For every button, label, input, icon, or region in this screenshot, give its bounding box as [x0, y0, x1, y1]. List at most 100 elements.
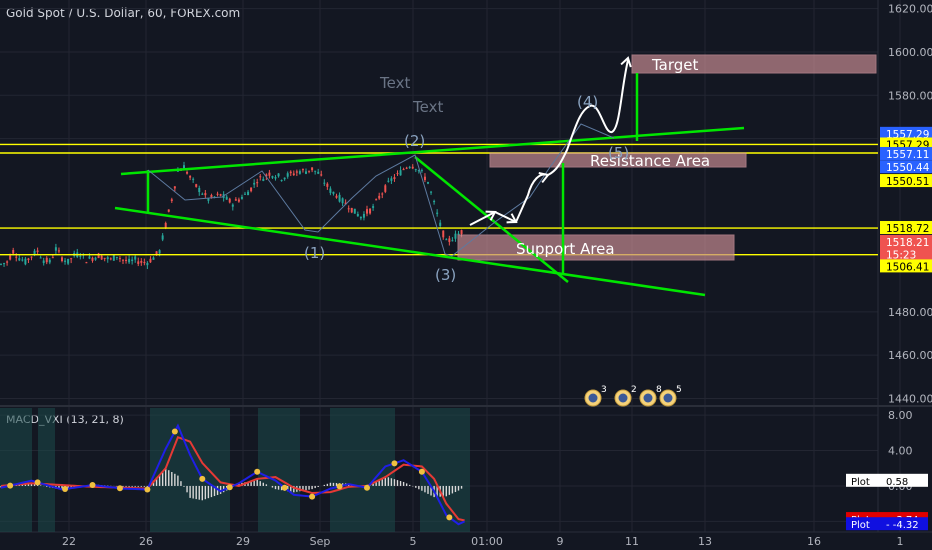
event-count: 8 — [656, 385, 662, 395]
candle-body — [454, 233, 457, 239]
candle-body — [295, 171, 298, 173]
candle-body — [112, 255, 115, 261]
candle-body — [436, 212, 439, 214]
candle-body — [48, 259, 51, 263]
macd-marker — [336, 483, 343, 490]
price-label-box — [880, 234, 932, 248]
macd-marker — [391, 460, 398, 467]
time-tick: 9 — [557, 535, 564, 548]
macd-line — [0, 423, 466, 526]
forecast-arrow — [469, 59, 629, 226]
candle-body — [271, 176, 274, 178]
candle-body — [323, 182, 326, 184]
candle-body — [27, 258, 30, 260]
price-label-box — [880, 247, 932, 261]
macd-shade — [0, 408, 32, 532]
resistance-zone — [489, 152, 747, 168]
candle-body — [378, 195, 381, 199]
candle-body — [170, 199, 173, 201]
indicator-label: MACD_VXI (13, 21, 8) — [6, 413, 124, 426]
macd-marker — [62, 486, 69, 493]
candle-body — [320, 174, 323, 176]
macd-marker — [309, 493, 316, 500]
candle-body — [61, 257, 63, 262]
candle-body — [298, 171, 301, 174]
candle-body — [289, 171, 292, 174]
wave-label-3: (3) — [435, 266, 456, 284]
price-label-text: 1518.21 — [886, 237, 929, 249]
candle-body — [366, 209, 368, 214]
macd-marker — [418, 468, 425, 475]
candle-body — [155, 251, 158, 255]
price-label-box — [880, 259, 932, 273]
support-zone — [457, 234, 735, 261]
time-tick: 01:00 — [471, 535, 503, 548]
candle-body — [15, 256, 18, 258]
support-label: Support Area — [516, 240, 615, 258]
candle-body — [423, 176, 426, 181]
candle-body — [21, 259, 24, 261]
price-label-box — [880, 160, 932, 174]
price-tick: 1600.00 — [888, 46, 932, 59]
candle-body — [192, 178, 195, 180]
candle-body — [277, 173, 280, 177]
target-zone — [631, 54, 877, 74]
candle-body — [460, 230, 463, 235]
candle-body — [305, 171, 307, 174]
macd-marker — [446, 514, 453, 521]
candle-body — [100, 255, 103, 260]
macd-panel — [0, 408, 470, 532]
candle-body — [259, 176, 262, 178]
price-label-text: 1557.11 — [886, 149, 929, 161]
macd-label-name: Plot — [851, 520, 870, 531]
arrow-head — [538, 172, 550, 184]
price-label-text: 1550.51 — [886, 176, 929, 188]
candle-body — [314, 170, 317, 172]
macd-label-name: Plot — [851, 477, 870, 488]
candle-body — [442, 230, 445, 238]
candle-body — [201, 193, 204, 195]
candle-body — [430, 191, 433, 193]
macd-marker — [364, 484, 370, 491]
macd-marker — [254, 468, 261, 475]
candle-body — [12, 250, 15, 254]
candle-body — [369, 208, 372, 214]
candle-body — [256, 182, 259, 184]
macd-tick: 8.00 — [888, 409, 913, 422]
candle-body — [128, 258, 131, 263]
candle-body — [3, 263, 6, 265]
candle-body — [420, 170, 423, 172]
candle-body — [189, 175, 192, 178]
candle-body — [335, 195, 338, 198]
candle-body — [393, 177, 396, 180]
candle-body — [6, 261, 9, 263]
candle-body — [30, 256, 33, 258]
candle-body — [225, 196, 228, 200]
candle-body — [375, 199, 378, 201]
arrow-head-shape — [506, 213, 518, 224]
candle-body — [67, 258, 70, 264]
candle-body — [137, 261, 140, 264]
arrow-head-shape — [620, 56, 632, 68]
candle-body — [103, 257, 106, 259]
event-count: 3 — [601, 385, 607, 395]
price-label-box — [880, 146, 932, 160]
text-annotation-1: Text — [379, 74, 410, 92]
candle-body — [9, 255, 12, 260]
candle-body — [173, 186, 176, 189]
candle-body — [292, 173, 295, 175]
candle-body — [118, 258, 121, 260]
candle-body — [24, 258, 27, 265]
candle-body — [0, 263, 2, 265]
wave-label-4: (4) — [577, 93, 598, 111]
candle-body — [268, 172, 271, 176]
arrow-head — [620, 56, 632, 68]
candle-body — [253, 182, 256, 185]
candle-body — [210, 194, 213, 198]
candle-body — [359, 216, 362, 219]
price-tick: 1460.00 — [888, 349, 932, 362]
macd-shade — [38, 408, 55, 532]
candle-body — [247, 191, 250, 196]
candle-body — [176, 170, 179, 172]
